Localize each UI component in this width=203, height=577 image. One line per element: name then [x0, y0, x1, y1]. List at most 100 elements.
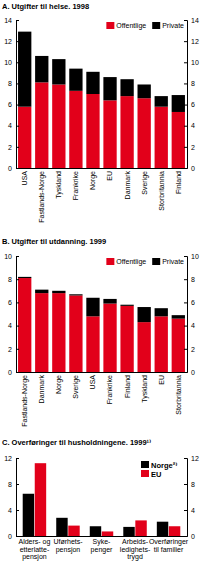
tick-label: 12 — [4, 38, 12, 45]
tick: 6 — [8, 299, 19, 306]
axis-line — [17, 21, 20, 169]
tick-label: Fastlands-Norge — [38, 171, 46, 223]
tick-label: EU — [158, 375, 165, 385]
tick-mark — [16, 83, 19, 84]
tick-label: Tyskland — [55, 171, 63, 199]
tick-mark — [16, 458, 19, 459]
bar — [172, 319, 185, 372]
tick-mark — [16, 302, 19, 303]
tick: Overføringertil familier — [149, 536, 189, 553]
bar — [35, 82, 48, 168]
tick: 8 — [184, 80, 195, 87]
bar — [138, 307, 151, 322]
tick: Storbritannia — [158, 168, 165, 211]
x-axis: Fastlands-NorgeDanmarkNorgeSverigeUSAFra… — [17, 372, 188, 427]
legend-label: EU — [151, 470, 161, 479]
tick-mark — [184, 20, 187, 21]
tick-label: 4 — [8, 507, 12, 514]
tick: Finland — [175, 168, 182, 194]
x-axis: Alders- ogetterlatte-pensjonUførhets-pen… — [17, 536, 189, 561]
tick-mark — [184, 279, 187, 280]
bar — [172, 112, 185, 168]
bar — [120, 305, 133, 306]
tick: Finland — [124, 372, 131, 398]
legend-swatch — [106, 258, 114, 265]
bars — [18, 277, 185, 372]
tick: 4 — [8, 507, 19, 514]
tick-mark — [184, 349, 187, 350]
bar — [35, 463, 46, 536]
tick-label: 8 — [191, 80, 195, 87]
bars — [18, 32, 185, 168]
tick-label: 8 — [8, 276, 12, 283]
bar — [69, 69, 82, 91]
tick-mark — [16, 279, 19, 280]
tick: Syke-penger — [91, 536, 113, 554]
bar — [120, 96, 133, 168]
legend-swatch — [106, 22, 114, 29]
tick-label: Danmark — [124, 171, 131, 200]
tick-label: Sverige — [141, 171, 149, 195]
panel: B. Utgifter til utdanning. 1999 0 2 4 6 8 10 0 2… — [2, 237, 199, 427]
bar — [103, 77, 116, 100]
bar — [52, 84, 65, 168]
bar — [103, 100, 116, 168]
tick: 8 — [184, 276, 195, 283]
bar — [18, 32, 31, 107]
tick-mark — [184, 83, 187, 84]
axis-line — [17, 536, 188, 537]
bar — [172, 95, 185, 112]
tick-label: 10 — [191, 253, 199, 260]
axis-line — [184, 21, 188, 169]
tick-mark — [16, 510, 19, 511]
tick-mark — [16, 41, 19, 42]
y-axis: 04812 — [184, 455, 199, 540]
tick: USA — [21, 168, 28, 185]
tick-mark — [184, 147, 187, 148]
axis-line — [17, 372, 188, 373]
tick: Alders- ogetterlatte-pensjon — [18, 536, 50, 561]
bar — [123, 527, 134, 536]
tick-mark — [16, 349, 19, 350]
tick: 12 — [4, 455, 19, 462]
tick-label: 8 — [191, 481, 195, 488]
bar — [69, 294, 82, 295]
tick-label: 2 — [191, 346, 195, 353]
y-axis: 04812 — [4, 455, 19, 540]
tick-label: 2 — [8, 346, 12, 353]
bar — [86, 316, 99, 372]
tick-mark — [184, 326, 187, 327]
tick-label: 2 — [191, 144, 195, 151]
legend-label: Private — [162, 258, 184, 265]
tick-label: 0 — [8, 369, 12, 376]
tick-label: 10 — [4, 59, 12, 66]
tick: Norge — [55, 372, 63, 394]
tick-label: Storbritannia — [158, 171, 165, 211]
tick: 12 — [4, 38, 19, 45]
tick-label: 2 — [8, 144, 12, 151]
tick-mark — [16, 20, 19, 21]
bar — [56, 518, 67, 536]
tick-label: 12 — [4, 455, 12, 462]
axis-line — [17, 168, 188, 169]
tick: EU — [106, 168, 113, 181]
y-axis: 02468101214 — [184, 17, 199, 172]
tick: 10 — [184, 253, 199, 260]
tick: 4 — [8, 322, 19, 329]
bar — [120, 79, 133, 96]
tick-label: 4 — [191, 507, 195, 514]
legend-swatch — [152, 258, 160, 265]
tick-label: 8 — [8, 80, 12, 87]
bar — [52, 291, 65, 293]
tick-label: 4 — [8, 322, 12, 329]
tick-label: 6 — [191, 101, 195, 108]
bar — [18, 278, 31, 372]
bar — [68, 526, 79, 536]
tick-mark — [16, 126, 19, 127]
title: C. Overføringer til husholdningene. 1999… — [2, 438, 151, 447]
legend-swatch — [152, 22, 160, 29]
y-axis: 0246810 — [184, 253, 199, 376]
tick-label: 0 — [191, 369, 195, 376]
title: B. Utgifter til utdanning. 1999 — [2, 237, 106, 246]
x-axis: USAFastlands-NorgeTysklandFrankrikeNorge… — [17, 168, 188, 223]
